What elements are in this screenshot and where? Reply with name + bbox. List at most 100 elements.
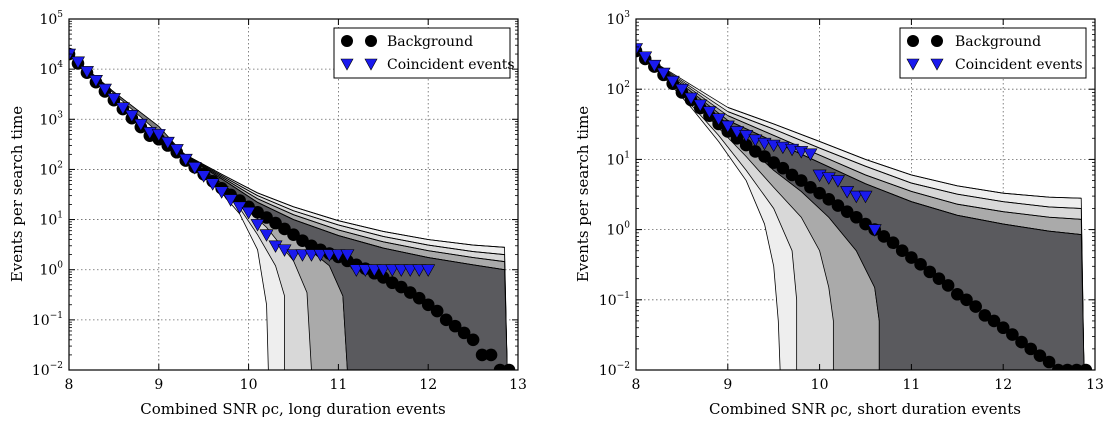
background-point	[895, 244, 909, 258]
y-tick-label: 101	[606, 150, 630, 168]
background-point	[996, 321, 1010, 335]
background-point	[951, 287, 964, 301]
left-contours	[185, 154, 505, 271]
coincident-point	[367, 264, 382, 277]
x-tick-label: 12	[419, 377, 437, 393]
right-ticks: 8 9 10 11 12 13 10−2 10−1 100 101 102 103	[599, 10, 1104, 393]
background-point	[1042, 355, 1056, 369]
coincident-point	[88, 74, 103, 88]
coincident-point	[421, 264, 436, 277]
coincident-point	[647, 59, 662, 73]
y-tick-label: 104	[39, 60, 63, 78]
coincident-point	[349, 264, 364, 277]
coincident-point	[70, 56, 85, 69]
coincident-point	[295, 249, 310, 262]
y-tick-label: 100	[606, 221, 630, 239]
x-tick-label: 12	[994, 377, 1012, 393]
background-point	[914, 258, 927, 271]
right-legend: Background Coincident events	[899, 27, 1087, 79]
background-point	[466, 333, 480, 347]
y-tick-label: 10−1	[599, 291, 630, 309]
y-tick-label: 103	[39, 110, 63, 128]
left-legend-coincident-label: Coincident events	[387, 57, 515, 73]
left-markers	[69, 47, 516, 370]
coincident-point	[849, 190, 864, 204]
background-point	[960, 293, 973, 307]
background-point	[877, 230, 891, 243]
y-tick-label: 10−2	[32, 361, 63, 379]
x-tick-label: 13	[1086, 377, 1104, 393]
background-point	[484, 348, 498, 362]
background-point	[758, 150, 771, 163]
x-tick-label: 8	[632, 377, 641, 393]
band-contour-line	[727, 111, 1082, 209]
background-point	[448, 319, 462, 333]
coincident-point	[693, 99, 708, 112]
coincident-point	[711, 113, 726, 126]
coincident-point	[376, 264, 391, 277]
band-contour-line	[727, 107, 1082, 199]
x-tick-label: 13	[509, 377, 527, 393]
coincident-point	[656, 67, 671, 81]
x-tick-label: 8	[65, 377, 74, 393]
background-point	[923, 265, 937, 279]
coincident-point	[638, 51, 653, 64]
y-tick-label: 100	[39, 261, 63, 279]
background-point	[1033, 349, 1047, 362]
left-plot-frame	[68, 18, 519, 371]
coincident-point	[665, 75, 680, 89]
right-legend-background-label: Background	[955, 34, 1041, 50]
background-point	[502, 363, 516, 370]
y-tick-label: 10−1	[32, 311, 63, 329]
left-legend-box	[333, 27, 511, 79]
coincident-point	[322, 249, 337, 262]
coincident-point	[803, 148, 818, 161]
coincident-point	[304, 249, 319, 262]
coincident-point	[241, 206, 256, 220]
x-tick-label: 10	[240, 377, 258, 393]
coincident-point	[205, 178, 220, 191]
background-point	[430, 304, 444, 318]
coincident-point	[259, 229, 274, 242]
background-point	[403, 286, 417, 299]
background-point	[457, 326, 471, 340]
coincident-point	[106, 93, 121, 106]
coincident-point	[340, 249, 355, 262]
coincident-point	[115, 102, 130, 115]
coincident-point	[385, 264, 400, 277]
coincident-point	[684, 92, 699, 106]
coincident-point	[286, 249, 301, 262]
coincident-point	[830, 175, 845, 188]
coincident-point	[151, 129, 166, 142]
y-tick-label: 101	[39, 211, 63, 229]
band-contour-line	[185, 155, 505, 256]
coincident-point	[674, 83, 689, 97]
background-point	[932, 272, 946, 285]
background-point	[840, 205, 854, 218]
right-legend-background-marker	[907, 35, 919, 47]
coincident-point	[331, 249, 346, 262]
background-point	[475, 348, 489, 362]
coincident-point	[196, 170, 211, 183]
background-point	[822, 193, 836, 206]
right-markers	[636, 43, 1093, 370]
coincident-point	[133, 118, 148, 132]
coincident-point	[169, 144, 184, 157]
background-point	[850, 210, 863, 224]
background-point	[412, 291, 426, 305]
background-point	[739, 138, 753, 152]
y-tick-label: 10−2	[599, 361, 630, 379]
coincident-point	[748, 134, 763, 147]
background-point	[987, 314, 1001, 328]
left-legend: Background Coincident events	[333, 27, 515, 79]
right-x-axis-label: Combined SNR ρc, short duration events	[709, 400, 1021, 418]
right-chart-panel: 8 9 10 11 12 13 10−2 10−1 100 101 102 103 Combined …	[574, 10, 1104, 418]
band-contour-line	[185, 156, 505, 271]
background-point	[978, 309, 992, 322]
coincident-point	[214, 186, 229, 199]
coincident-point	[867, 224, 882, 237]
right-legend-coincident-marker	[930, 58, 944, 71]
background-point	[1006, 328, 1019, 341]
coincident-point	[858, 190, 873, 204]
y-tick-label: 102	[39, 160, 63, 178]
